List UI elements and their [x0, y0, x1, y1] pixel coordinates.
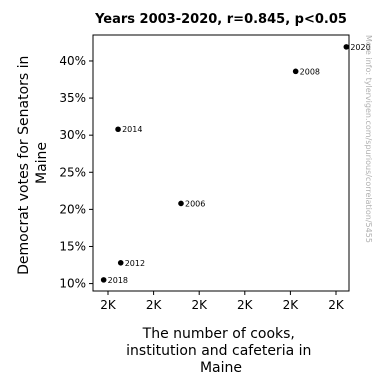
y-tick-label: 40% — [59, 54, 86, 68]
data-point — [292, 68, 299, 75]
chart-title: Years 2003-2020, r=0.845, p<0.05 — [94, 12, 347, 27]
data-point — [117, 260, 124, 266]
y-axis-label: Democrat votes for Senators in Maine — [16, 51, 50, 275]
x-axis-label-line-1: The number of cooks, — [142, 326, 295, 342]
y-tick-label: 30% — [59, 128, 86, 142]
y-tick-label: 25% — [59, 165, 86, 179]
x-tick-label: 2K — [146, 298, 163, 312]
y-tick-label: 10% — [59, 277, 86, 291]
x-tick-label: 2K — [191, 298, 208, 312]
x-tick-label: 2K — [328, 298, 345, 312]
data-point-label: 2006 — [185, 199, 205, 208]
y-axis-label-line-1: Democrat votes for Senators in — [16, 56, 32, 275]
x-axis-label-line-3: Maine — [200, 360, 242, 373]
x-axis-label: The number of cooks, institution and caf… — [126, 326, 316, 373]
x-axis-label-line-2: institution and cafeteria in — [126, 343, 311, 359]
data-point-label: 2018 — [108, 276, 128, 285]
data-points: 2018 2012 2006 2014 2008 2020 — [100, 43, 371, 285]
data-point — [343, 44, 350, 50]
y-tick-label: 35% — [59, 91, 86, 105]
data-point-label: 2020 — [350, 43, 370, 52]
y-tick-label: 15% — [59, 239, 86, 253]
data-point-label: 2014 — [122, 125, 142, 134]
data-point — [115, 126, 121, 133]
x-tick-label: 2K — [100, 298, 117, 312]
data-point — [100, 277, 107, 283]
x-tick-label: 2K — [283, 298, 300, 312]
y-axis: 10% 15% 20% 25% 30% 35% 40% — [59, 54, 93, 291]
x-tick-label: 2K — [237, 298, 254, 312]
plot-area — [92, 34, 350, 292]
y-tick-label: 20% — [59, 202, 86, 216]
y-axis-label-line-2: Maine — [34, 142, 50, 184]
source-watermark: More info: tylervigen.com/spurious/corre… — [364, 35, 373, 243]
data-point-label: 2012 — [125, 259, 145, 268]
x-axis: 2K 2K 2K 2K 2K 2K — [100, 291, 345, 312]
data-point-label: 2008 — [300, 67, 320, 76]
data-point — [178, 200, 184, 207]
